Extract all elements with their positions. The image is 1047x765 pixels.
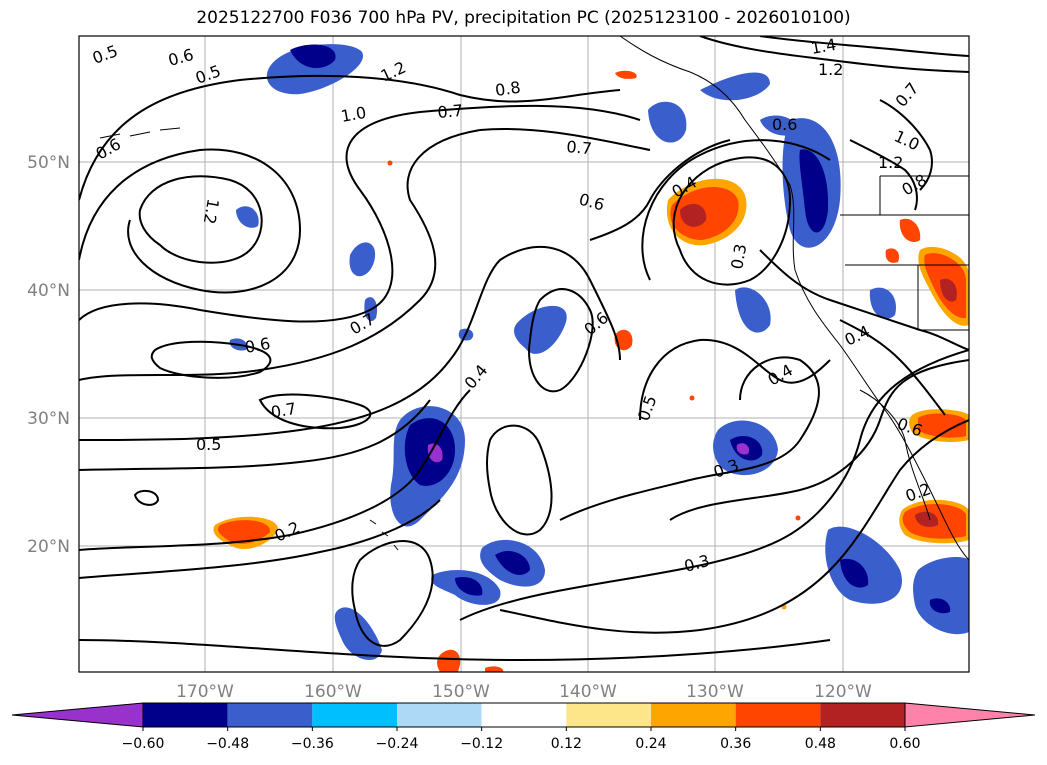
- colorbar-segment: [312, 703, 397, 727]
- chart-title: 2025122700 F036 700 hPa PV, precipitatio…: [196, 8, 851, 28]
- gridlines: [79, 36, 969, 672]
- colorbar-tick-label: −0.24: [376, 736, 419, 752]
- colorbar-tick-label: 0.48: [805, 736, 836, 752]
- lat-label: 30°N: [27, 409, 70, 429]
- contour-label: 0.6: [243, 334, 271, 357]
- contour-label: 0.7: [437, 101, 464, 122]
- colorbar-tick-label: −0.60: [122, 736, 165, 752]
- contour-label: 1.2: [818, 60, 843, 79]
- colorbar-frame: [142, 702, 906, 728]
- contour-label: 1.2: [878, 153, 903, 172]
- contour-label: 0.3: [727, 242, 750, 270]
- lat-label: 20°N: [27, 537, 70, 557]
- colorbar-tick-label: 0.12: [551, 736, 582, 752]
- colorbar: −0.60 −0.48 −0.36 −0.24 −0.12 0.12 0.24 0.36 0.4…: [11, 702, 1036, 752]
- map-frame: [78, 35, 970, 673]
- colorbar-tick-label: 0.36: [720, 736, 751, 752]
- lon-label: 160°W: [304, 682, 362, 702]
- longitude-labels: 170°W 160°W 150°W 140°W 130°W 120°W: [176, 682, 872, 702]
- colorbar-tick-label: −0.36: [291, 736, 334, 752]
- pv-contours: [79, 36, 969, 662]
- contour-label: 0.8: [494, 78, 522, 100]
- contour-label: 0.7: [566, 137, 593, 158]
- colorbar-tick-label: −0.12: [460, 736, 503, 752]
- colorbar-segment: [820, 703, 905, 727]
- colorbar-segment: [397, 703, 482, 727]
- colorbar-tick-label: 0.60: [889, 736, 920, 752]
- colorbar-extend-min: [11, 702, 144, 728]
- lon-label: 140°W: [559, 682, 617, 702]
- colorbar-tick-label: 0.24: [635, 736, 666, 752]
- colorbar-segment: [227, 703, 313, 727]
- colorbar-tick-label: −0.48: [206, 736, 249, 752]
- contour-label: 0.6: [772, 115, 797, 134]
- contour-label: 0.7: [269, 399, 297, 422]
- contour-label: 1.4: [809, 35, 837, 58]
- contour-label: 1.0: [339, 103, 367, 126]
- lon-label: 120°W: [814, 682, 872, 702]
- colorbar-segment: [566, 703, 651, 727]
- colorbar-segment: [651, 703, 736, 727]
- lon-label: 170°W: [176, 682, 234, 702]
- colorbar-segment: [143, 703, 228, 727]
- colorbar-segment: [481, 703, 567, 727]
- precip-positive-regions: [213, 70, 969, 672]
- lon-label: 130°W: [686, 682, 744, 702]
- colorbar-segment: [735, 703, 821, 727]
- lat-label: 50°N: [27, 153, 70, 173]
- lat-label: 40°N: [27, 281, 70, 301]
- contour-label: 1.2: [200, 197, 223, 225]
- latitude-labels: 50°N 40°N 30°N 20°N: [27, 153, 70, 557]
- lon-label: 150°W: [432, 682, 490, 702]
- contour-label: 0.5: [196, 435, 221, 454]
- colorbar-extend-max: [904, 702, 1036, 728]
